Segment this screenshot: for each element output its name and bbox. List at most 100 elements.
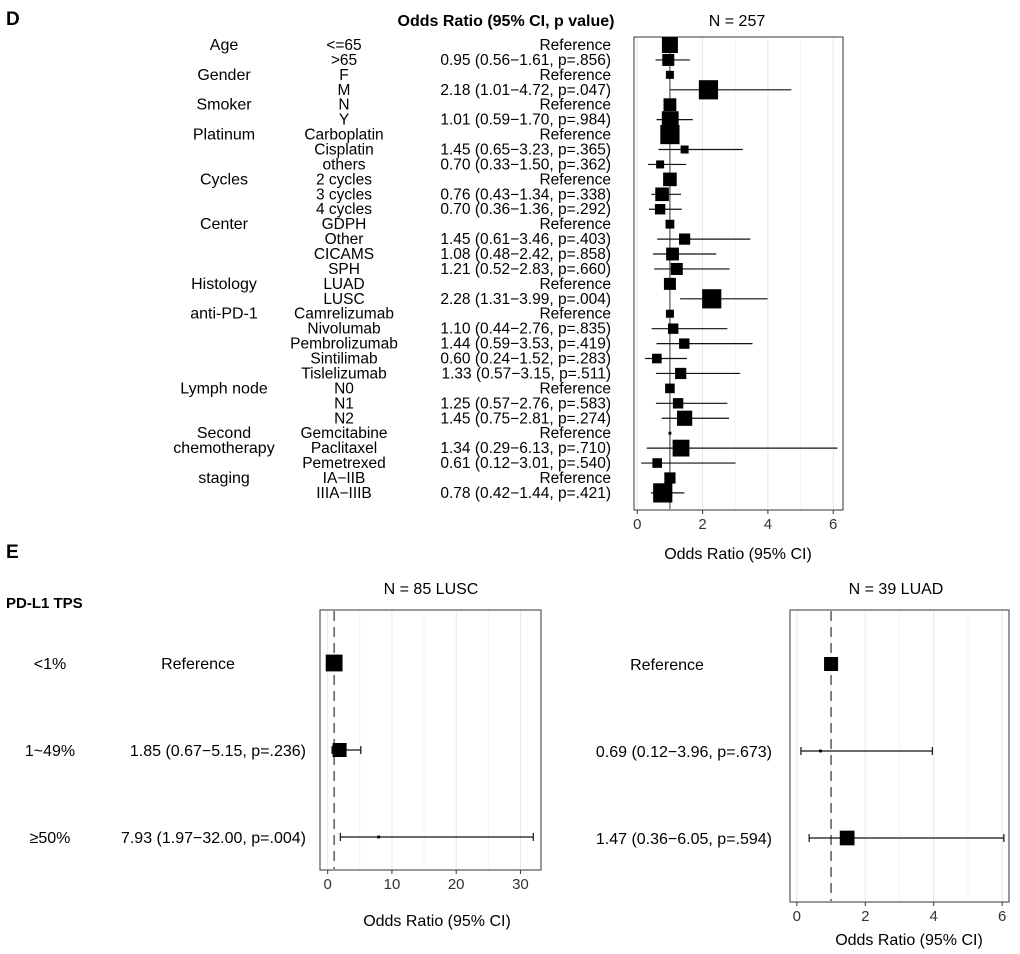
estimate-label: 0.76 (0.43−1.34, p=.338) [440, 186, 611, 203]
estimate-label: 1.85 (0.67−5.15, p=.236) [130, 743, 306, 760]
estimate-label: Reference [539, 306, 611, 323]
or-point [332, 743, 347, 757]
or-point [824, 657, 839, 671]
or-point [663, 277, 676, 290]
level-label: >65 [331, 52, 357, 69]
x-tick-label: 6 [998, 908, 1006, 925]
or-point [665, 70, 674, 79]
group-label: Age [210, 37, 239, 54]
estimate-label: 0.61 (0.12−3.01, p=.540) [440, 455, 611, 472]
estimate-label: Reference [539, 425, 611, 442]
group-label: Cycles [200, 171, 248, 188]
group-label: Smoker [196, 97, 252, 114]
or-point [672, 439, 690, 457]
level-label: Camrelizumab [294, 306, 394, 323]
estimate-label: 7.93 (1.97−32.00, p=.004) [121, 830, 306, 847]
group-label: Lymph node [180, 380, 268, 397]
level-label: LUSC [323, 291, 364, 308]
lusc-estimate-labels: Reference 1.85 (0.67−5.15, p=.236) 7.93 (1… [121, 656, 306, 847]
level-label: CICAMS [314, 246, 374, 263]
estimate-label: 1.44 (0.59−3.53, p=.419) [440, 336, 611, 353]
or-point [654, 204, 666, 215]
tps-level-label: 1~49% [25, 743, 75, 760]
estimate-label: Reference [539, 470, 611, 487]
x-tick-label: 30 [512, 876, 529, 893]
level-label: <=65 [326, 37, 361, 54]
or-point [653, 483, 673, 503]
panel-e-label: E [6, 542, 19, 563]
or-point [665, 383, 675, 394]
tps-level-label: ≥50% [30, 830, 71, 847]
luad-x-axis: 0 2 4 6 [793, 902, 1006, 925]
level-label: 2 cycles [316, 171, 372, 188]
estimate-label: 0.95 (0.56−1.61, p=.856) [440, 52, 611, 69]
or-point [662, 53, 675, 66]
level-label: GDPH [322, 216, 367, 233]
group-label: staging [198, 470, 250, 487]
or-point [679, 233, 691, 245]
estimate-label: 0.70 (0.36−1.36, p=.292) [440, 201, 611, 218]
estimate-label: 1.25 (0.57−2.76, p=.583) [440, 395, 611, 412]
group-label: chemotherapy [173, 440, 274, 457]
estimate-label: 0.69 (0.12−3.96, p=.673) [596, 744, 772, 761]
level-label: Nivolumab [307, 321, 380, 338]
lusc-x-axis: 0 10 20 30 [324, 870, 529, 893]
or-point [665, 219, 675, 229]
estimate-label: 1.45 (0.65−3.23, p=.365) [440, 142, 611, 159]
estimate-label: Reference [539, 37, 611, 54]
estimate-label: Reference [630, 657, 704, 674]
x-tick-label: 0 [324, 876, 332, 893]
lusc-plot-frame [319, 609, 542, 871]
or-point [677, 410, 693, 426]
or-point [652, 353, 662, 364]
x-tick-label: 4 [930, 908, 938, 925]
panel-e: E PD-L1 TPS <1% 1~49% ≥50% N = 85 LUSC Ref… [6, 542, 1010, 949]
level-label: others [322, 156, 365, 173]
or-point [660, 124, 680, 145]
lusc-marks [325, 654, 534, 841]
estimate-label: 1.01 (0.59−1.70, p=.984) [440, 112, 611, 129]
or-point [655, 187, 669, 202]
estimate-label: 1.21 (0.52−2.83, p=.660) [440, 261, 611, 278]
luad-marks [800, 657, 1005, 846]
or-point [839, 830, 855, 846]
or-point [665, 309, 674, 318]
level-label: N2 [334, 410, 354, 427]
level-label: N1 [334, 395, 354, 412]
estimate-label: 1.08 (0.48−2.42, p=.858) [440, 246, 611, 263]
or-point [679, 338, 690, 349]
or-point [680, 145, 689, 154]
level-label: Pembrolizumab [290, 336, 398, 353]
level-label: F [339, 67, 348, 84]
level-label: Cisplatin [314, 142, 373, 159]
level-label: IIIA−IIIB [316, 485, 372, 502]
estimate-label: 1.10 (0.44−2.76, p=.835) [440, 321, 611, 338]
x-tick-label: 0 [633, 516, 641, 533]
estimate-label: Reference [539, 67, 611, 84]
or-point [661, 111, 679, 129]
level-label: Tislelizumab [301, 365, 387, 382]
estimate-label: Reference [539, 276, 611, 293]
or-point [668, 431, 672, 435]
or-point [819, 749, 822, 753]
or-point [702, 289, 722, 309]
x-tick-label: 4 [764, 516, 772, 533]
estimate-label: Reference [539, 380, 611, 397]
group-label: Histology [191, 276, 257, 293]
level-label: Other [325, 231, 364, 248]
panel-d: D Odds Ratio (95% CI, p value) N = 257 A… [6, 9, 844, 563]
luad-x-axis-title: Odds Ratio (95% CI) [835, 932, 983, 949]
or-point [663, 172, 677, 187]
level-label: Paclitaxel [311, 440, 377, 457]
estimate-label: 2.28 (1.31−3.99, p=.004) [440, 291, 611, 308]
x-tick-label: 20 [448, 876, 465, 893]
group-label: anti-PD-1 [190, 306, 258, 323]
or-point [675, 367, 687, 380]
estimate-label: Reference [539, 216, 611, 233]
panel-e-row-header: PD-L1 TPS [6, 595, 83, 612]
level-label: SPH [328, 261, 360, 278]
estimate-label: Reference [539, 171, 611, 188]
